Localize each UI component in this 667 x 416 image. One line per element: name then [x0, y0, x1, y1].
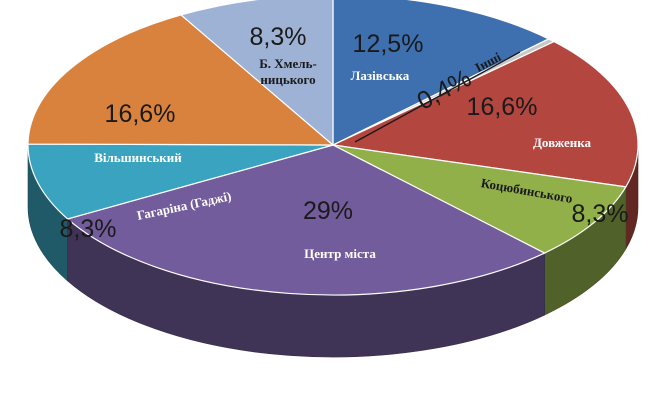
pct-label-tsentr: 29% [303, 197, 353, 225]
pie-slice-7 [179, 0, 334, 147]
pct-label-lazivska: 12,5% [353, 30, 424, 58]
pct-label-vilshynskyi: 16,6% [105, 100, 176, 128]
pie-slice-2 [330, 40, 639, 188]
label-dovzhenka: Довженка [533, 135, 592, 150]
pie-slice-6 [27, 14, 335, 146]
pie-slice-5 [27, 143, 334, 220]
pie-slice-0 [332, 0, 551, 146]
label-khmelnytskoho-line1: Б. Хмель- [259, 56, 317, 71]
leader-line-inshi [354, 51, 521, 143]
pie-slices [27, 0, 639, 358]
pct-label-kotsiubynskoho: 8,3% [572, 200, 629, 228]
label-vilshynskyi: Вільшинський [94, 150, 182, 165]
pct-label-khmelnytskoho: 8,3% [250, 23, 307, 51]
pie-slice-4 [66, 144, 546, 296]
pct-label-dovzhenka: 16,6% [467, 93, 538, 121]
label-khmelnytskoho-line2: ницького [260, 72, 315, 87]
label-tsentr: Центр міста [304, 246, 376, 261]
pie-slice-3 [332, 144, 627, 254]
pct-label-haharina: 8,3% [60, 215, 117, 243]
label-lazivska: Лазівська [351, 68, 410, 83]
